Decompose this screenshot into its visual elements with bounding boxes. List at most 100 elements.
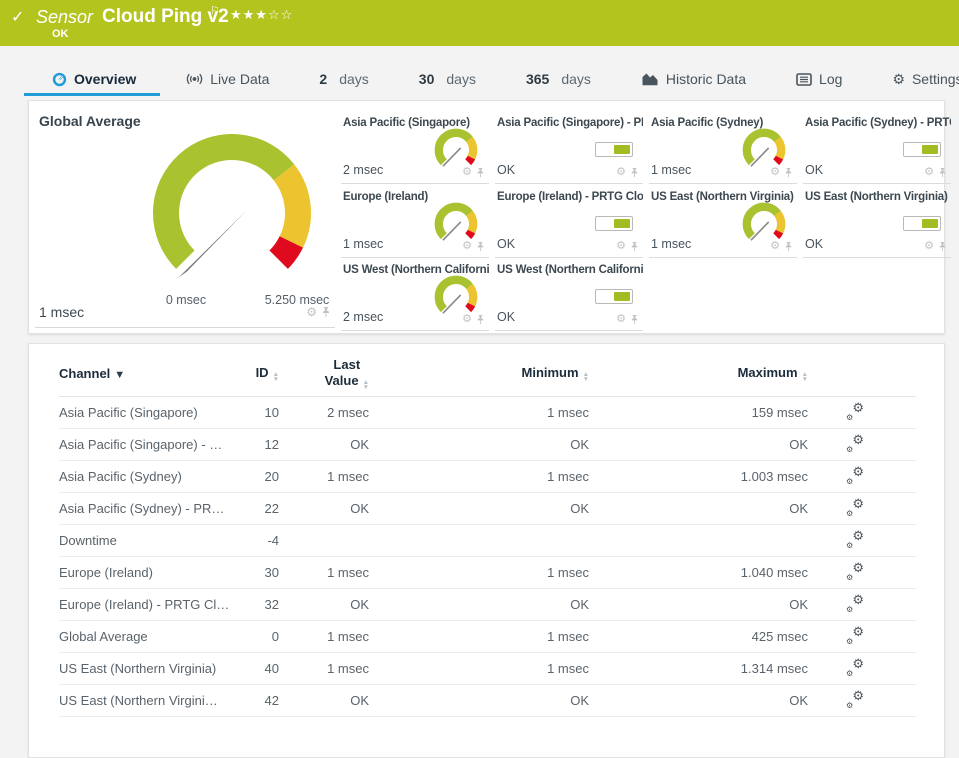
pin-icon[interactable] [630,241,639,252]
pin-icon[interactable] [630,314,639,325]
channel-settings-icon[interactable]: ⚙ ⚙ [846,591,864,614]
cell-minimum: 1 msec [369,620,589,653]
column-header-maximum[interactable]: Maximum ▲ ▼ [589,352,808,397]
tile-gear-icon[interactable]: ⚙ [924,166,934,178]
tab-30-days[interactable]: 30 days [419,71,476,87]
cell-channel: Global Average [59,620,249,653]
table-row: Europe (Ireland) - PRTG Cl… 32 OK OK OK … [59,588,916,621]
tab-live-data[interactable]: Live Data [186,71,269,87]
cell-minimum: 1 msec [369,396,589,429]
channel-tile-asia-pacific-singapore-prtg[interactable]: Asia Pacific (Singapore) - PR… OK ⚙ [495,111,643,184]
table-row: Asia Pacific (Sydney) - PR… 22 OK OK OK … [59,492,916,525]
pin-icon[interactable] [938,167,947,178]
cell-id: 22 [249,492,279,525]
tab-label: Overview [74,71,137,87]
cell-last-value: 1 msec [279,556,369,589]
pin-icon[interactable] [321,306,331,318]
pin-icon[interactable] [938,241,947,252]
pin-icon[interactable] [630,167,639,178]
channel-tile-asia-pacific-sydney-prtg[interactable]: Asia Pacific (Sydney) - PRTG … OK ⚙ [803,111,951,184]
cell-last-value: 1 msec [279,652,369,685]
channel-table-panel: Channel ▼ ID ▲ ▼ Last Value ▲ ▼ Minimum ▲ ▼ Maxi… [28,343,945,758]
pin-icon[interactable] [476,167,485,178]
gauge-needle [178,210,247,278]
channel-settings-icon[interactable]: ⚙ ⚙ [846,623,864,646]
cell-divider [35,327,335,328]
gauge-scale-max: 5.250 msec [264,293,330,307]
channel-settings-icon[interactable]: ⚙ ⚙ [846,655,864,678]
toggle-knob [614,292,630,301]
channel-settings-icon[interactable]: ⚙ ⚙ [846,431,864,454]
cell-channel: Europe (Ireland) - PRTG Cl… [59,588,249,621]
gauge-settings-gear-icon[interactable]: ⚙ [306,305,317,319]
channel-settings-icon[interactable]: ⚙ ⚙ [846,559,864,582]
cell-channel: US East (Northern Virgini… [59,684,249,717]
table-row: US East (Northern Virginia) 40 1 msec 1 … [59,652,916,685]
tile-gear-icon[interactable]: ⚙ [616,166,626,178]
tile-value: OK [805,237,824,251]
tab-log[interactable]: Log [796,71,842,87]
tile-gear-icon[interactable]: ⚙ [462,240,472,252]
cell-id: 30 [249,556,279,589]
channel-settings-icon[interactable]: ⚙ ⚙ [846,527,864,550]
channel-tile-us-east-northern-virginia-prtg[interactable]: US East (Northern Virginia) - … OK ⚙ [803,185,951,258]
channel-table: Channel ▼ ID ▲ ▼ Last Value ▲ ▼ Minimum ▲ ▼ Maxi… [59,352,916,717]
cell-channel: Asia Pacific (Sydney) - PR… [59,492,249,525]
tab-365-days[interactable]: 365 days [526,71,591,87]
tile-title: Asia Pacific (Sydney) [651,117,764,129]
channel-tile-us-west-northern-california-prtg[interactable]: US West (Northern California)… OK ⚙ [495,258,643,331]
cell-minimum: OK [369,492,589,525]
status-toggle-indicator [595,216,633,231]
column-header-channel[interactable]: Channel ▼ [59,352,249,397]
column-header-minimum[interactable]: Minimum ▲ ▼ [369,352,589,397]
channel-tile-asia-pacific-sydney[interactable]: Asia Pacific (Sydney) 1 msec ⚙ [649,111,797,184]
tab-settings[interactable]: ⚙ Settings [892,71,959,87]
pin-icon[interactable] [784,167,793,178]
channel-tile-us-west-northern-california[interactable]: US West (Northern California) 2 msec ⚙ [341,258,489,331]
channel-settings-icon[interactable]: ⚙ ⚙ [846,495,864,518]
channel-settings-icon[interactable]: ⚙ ⚙ [846,399,864,422]
primary-gauge-cell[interactable]: Global Average 0 msec 5.250 msec 1 msec … [29,101,341,335]
rating-stars[interactable]: ★★★☆☆ [230,7,294,22]
tab-overview[interactable]: Overview [23,71,161,96]
tab-label: Settings [911,71,959,87]
tile-gear-icon[interactable]: ⚙ [924,240,934,252]
channel-tile-us-east-northern-virginia[interactable]: US East (Northern Virginia) 1 msec ⚙ [649,185,797,258]
tile-gear-icon[interactable]: ⚙ [616,313,626,325]
sort-desc-icon: ▼ [114,369,126,382]
priority-flag-icon[interactable]: ⚐ [210,5,220,17]
tile-value: OK [805,163,824,177]
tile-title: Asia Pacific (Sydney) - PRTG … [805,117,951,129]
status-check-icon: ✓ [11,9,25,26]
tab-word: days [446,71,476,87]
cell-maximum: 1.003 msec [589,460,808,493]
tab-historic-data[interactable]: Historic Data [641,71,746,87]
tile-gear-icon[interactable]: ⚙ [770,240,780,252]
channel-settings-icon[interactable]: ⚙ ⚙ [846,687,864,710]
gear-icon: ⚙ [892,71,905,87]
cell-minimum: 1 msec [369,652,589,685]
table-row: Europe (Ireland) 30 1 msec 1 msec 1.040 … [59,556,916,589]
tile-value: OK [497,310,516,324]
tab-word: days [561,71,591,87]
pin-icon[interactable] [784,241,793,252]
tile-gear-icon[interactable]: ⚙ [462,313,472,325]
tile-title: Europe (Ireland) [343,191,428,203]
tile-gear-icon[interactable]: ⚙ [616,240,626,252]
cell-id: 10 [249,396,279,429]
pin-icon[interactable] [476,314,485,325]
tab-2-days[interactable]: 2 days [319,71,368,87]
tile-gear-icon[interactable]: ⚙ [770,166,780,178]
tile-value: 1 msec [343,237,384,251]
channel-settings-icon[interactable]: ⚙ ⚙ [846,463,864,486]
historic-data-icon [641,72,659,86]
channel-tile-europe-ireland-prtg[interactable]: Europe (Ireland) - PRTG Cloud… OK ⚙ [495,185,643,258]
channel-tile-europe-ireland[interactable]: Europe (Ireland) 1 msec ⚙ [341,185,489,258]
primary-gauge-title: Global Average [39,113,141,129]
channel-tile-asia-pacific-singapore[interactable]: Asia Pacific (Singapore) 2 msec ⚙ [341,111,489,184]
pin-icon[interactable] [476,241,485,252]
tile-gear-icon[interactable]: ⚙ [462,166,472,178]
column-header-id[interactable]: ID ▲ ▼ [249,352,279,397]
table-row: US East (Northern Virgini… 42 OK OK OK ⚙… [59,684,916,717]
column-header-last-value[interactable]: Last Value ▲ ▼ [279,352,369,397]
